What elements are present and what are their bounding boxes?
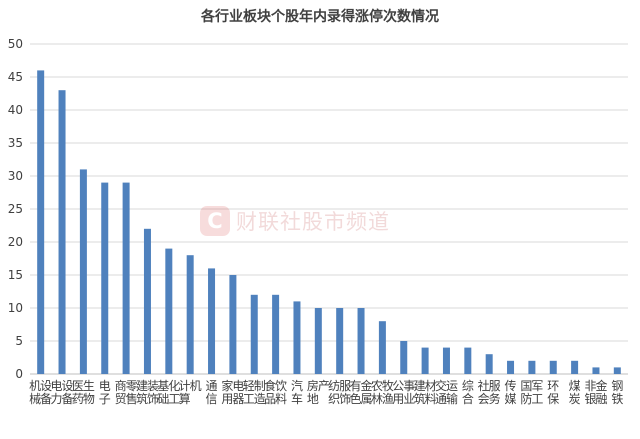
- x-tick-label: 交通运输: [435, 378, 458, 406]
- bar: [592, 367, 600, 374]
- watermark: C 财联社股市频道: [200, 206, 390, 236]
- y-tick-label: 10: [8, 301, 23, 315]
- x-tick-label: 建筑材料: [414, 379, 437, 406]
- bar: [58, 90, 66, 374]
- x-tick-label: 社会服务: [478, 378, 501, 406]
- x-tick-label: 汽车: [291, 378, 303, 406]
- x-tick-label: 电子: [99, 379, 111, 406]
- y-tick-label: 25: [8, 202, 23, 216]
- y-tick-label: 50: [8, 37, 23, 51]
- x-tick-label: 传媒: [505, 378, 517, 406]
- bar: [37, 70, 45, 375]
- bar: [79, 169, 87, 374]
- bar: [208, 268, 216, 374]
- watermark-text: 财联社股市频道: [236, 210, 390, 234]
- x-tick-label: 基础化工: [157, 379, 180, 406]
- x-tick-label: 综合: [462, 379, 474, 406]
- x-tick-label: 非银金融: [584, 378, 607, 406]
- x-tick-label: 轻工制造: [243, 379, 266, 406]
- bar: [186, 255, 194, 374]
- x-tick-label: 钢铁: [611, 379, 623, 406]
- x-tick-label: 医药生物: [72, 379, 95, 406]
- watermark-logo-icon: C: [200, 206, 230, 236]
- bar: [613, 367, 621, 374]
- x-tick-label: 机械设备: [29, 379, 52, 406]
- x-tick-label: 国防军工: [520, 379, 543, 406]
- bar: [400, 341, 408, 374]
- x-tick-label: 建筑装饰: [136, 379, 159, 406]
- x-tick-label: 房地产: [307, 378, 330, 406]
- y-tick-label: 35: [8, 136, 23, 150]
- x-tick-label: 环保: [547, 379, 559, 406]
- x-tick-label: 食品饮料: [264, 378, 287, 406]
- bar: [122, 182, 130, 374]
- bar: [378, 321, 386, 374]
- x-tick-label: 农林牧渔: [371, 379, 394, 406]
- y-tick-label: 0: [15, 367, 23, 381]
- bar: [421, 347, 429, 374]
- x-tick-label: 通信: [206, 379, 218, 406]
- bar: [101, 182, 109, 374]
- bar: [336, 308, 344, 374]
- bar: [250, 294, 258, 374]
- x-tick-label: 煤炭: [569, 379, 581, 406]
- bar: [143, 228, 151, 374]
- y-tick-label: 30: [8, 169, 23, 183]
- x-tick-label: 有色金属: [350, 378, 373, 406]
- y-tick-label: 20: [8, 235, 23, 249]
- x-tick-label: 商贸零售: [115, 378, 138, 406]
- bar: [314, 308, 322, 374]
- bar: [507, 360, 515, 374]
- bar: [357, 308, 365, 374]
- x-tick-label: 公用事业: [392, 379, 415, 406]
- bar: [293, 301, 301, 374]
- x-tick-label: 计算机: [179, 379, 202, 406]
- chart-title: 各行业板块个股年内录得涨停次数情况: [201, 9, 439, 25]
- y-tick-label: 15: [8, 268, 23, 282]
- x-tick-label: 家用电器: [221, 378, 244, 406]
- bar: [229, 275, 237, 374]
- bar: [272, 294, 280, 374]
- bar: [485, 354, 493, 374]
- y-tick-label: 40: [8, 103, 23, 117]
- bar: [571, 360, 579, 374]
- bar: [528, 360, 536, 374]
- bar: [464, 347, 472, 374]
- bar: [442, 347, 450, 374]
- y-tick-label: 45: [8, 70, 23, 84]
- y-tick-label: 5: [15, 334, 23, 348]
- x-tick-label: 纺织服饰: [328, 379, 351, 406]
- bar: [165, 248, 173, 374]
- bar: [549, 360, 557, 374]
- x-tick-label: 电力设备: [51, 379, 74, 406]
